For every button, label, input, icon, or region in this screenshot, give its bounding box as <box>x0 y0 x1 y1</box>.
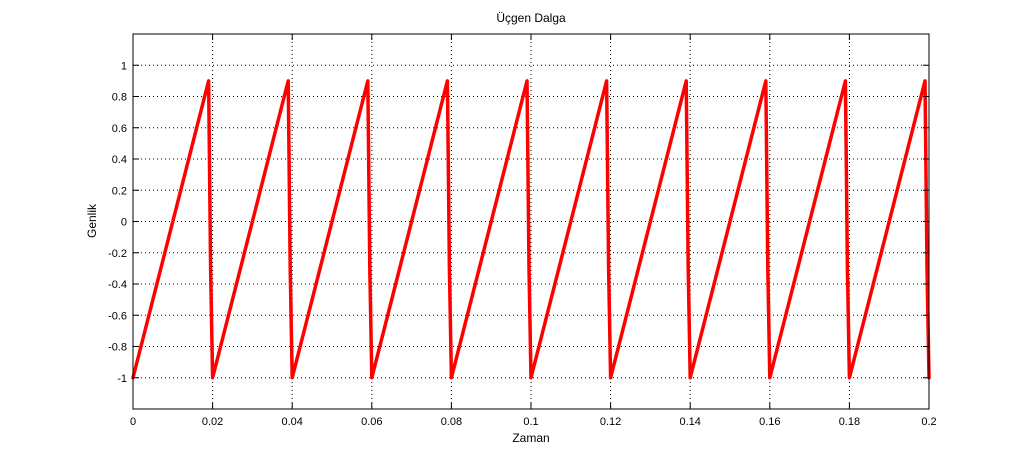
x-tick-label: 0.02 <box>202 416 223 428</box>
x-tick-label: 0.04 <box>281 416 302 428</box>
x-axis-label: Zaman <box>512 431 549 445</box>
y-tick-label: -0.2 <box>108 248 127 260</box>
y-tick-label: -0.4 <box>108 279 127 291</box>
series-layer <box>131 79 931 380</box>
y-tick-label: 1 <box>121 60 127 72</box>
y-tick-label: -1 <box>117 373 127 385</box>
y-tick-label: 0.4 <box>112 154 127 166</box>
y-axis-label: Genlik <box>85 203 99 238</box>
x-tick-label: 0.08 <box>441 416 462 428</box>
chart-title: Üçgen Dalga <box>496 11 566 25</box>
x-tick-label: 0.14 <box>679 416 700 428</box>
y-tick-label: 0.8 <box>112 92 127 104</box>
x-tick-label: 0.1 <box>523 416 538 428</box>
y-tick-label: 0.6 <box>112 123 127 135</box>
y-tick-label: -0.8 <box>108 342 127 354</box>
y-tick-label: 0 <box>121 217 127 229</box>
ticks: 0 0.02 0.04 0.06 0.08 0.1 0.12 0.14 0.16 0.18 0.2 -… <box>108 34 937 428</box>
x-tick-label: 0.18 <box>839 416 860 428</box>
x-tick-label: 0 <box>130 416 136 428</box>
y-tick-label: 0.2 <box>112 185 127 197</box>
x-tick-label: 0.12 <box>600 416 621 428</box>
y-tick-label: -0.6 <box>108 310 127 322</box>
x-tick-label: 0.16 <box>759 416 780 428</box>
x-tick-label: 0.2 <box>921 416 936 428</box>
series-line <box>131 79 931 380</box>
x-tick-label: 0.06 <box>361 416 382 428</box>
